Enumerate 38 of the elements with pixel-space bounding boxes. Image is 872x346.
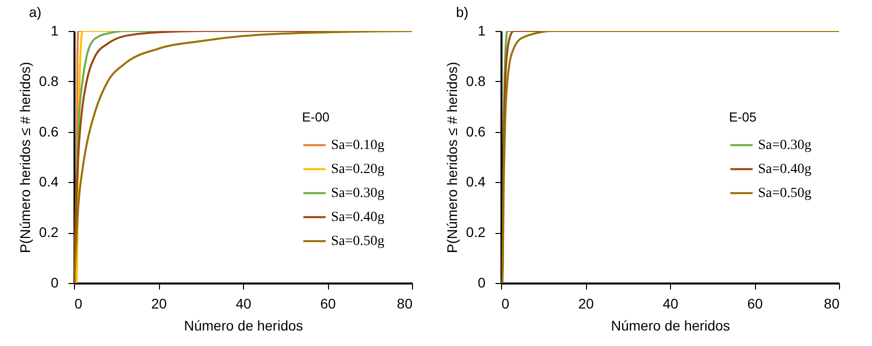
legend-label: Sa=0.30g <box>758 138 812 154</box>
legend-label: Sa=0.40g <box>331 210 384 226</box>
legend-label: Sa=0.20g <box>331 162 384 178</box>
y-axis-title: P(Número heridos ≤ # heridos) <box>17 62 34 254</box>
x-tick-label: 0 <box>502 296 510 312</box>
x-tick-label: 20 <box>151 296 167 312</box>
y-tick-label: 0 <box>50 274 59 290</box>
y-tick-label: 0.6 <box>466 123 486 140</box>
y-tick-label: 1 <box>50 22 59 38</box>
y-tick-label: 0.8 <box>466 72 486 89</box>
y-tick-label: 0.2 <box>39 224 59 240</box>
y-axis-title: P(Número heridos ≤ # heridos) <box>444 62 460 254</box>
legend-label: Sa=0.50g <box>331 234 384 250</box>
x-tick-label: 60 <box>747 296 763 312</box>
y-tick-label: 0.6 <box>39 123 59 140</box>
x-tick-label: 20 <box>578 296 594 312</box>
x-tick-label: 0 <box>74 296 82 312</box>
legend-label: Sa=0.40g <box>758 162 812 178</box>
y-tick-label: 0.8 <box>39 72 59 89</box>
y-tick-label: 0.4 <box>39 174 59 190</box>
chart-title: b) <box>456 4 468 20</box>
y-tick-label: 0 <box>478 274 486 290</box>
x-axis-title: Número de heridos <box>184 318 304 334</box>
x-tick-label: 40 <box>236 296 252 312</box>
legend-label: Sa=0.10g <box>331 138 384 154</box>
chart-title: a) <box>29 4 42 20</box>
x-tick-label: 40 <box>662 296 678 312</box>
x-tick-label: 80 <box>396 296 413 312</box>
legend-title: E-00 <box>302 110 330 125</box>
x-tick-label: 80 <box>824 296 840 312</box>
legend-label: Sa=0.30g <box>331 186 384 202</box>
y-tick-label: 0.4 <box>466 174 486 190</box>
x-tick-label: 60 <box>320 296 336 312</box>
legend-label: Sa=0.50g <box>758 186 812 202</box>
x-axis-title: Número de heridos <box>610 318 730 334</box>
y-tick-label: 1 <box>478 22 486 38</box>
y-tick-label: 0.2 <box>466 224 486 240</box>
legend-title: E-05 <box>729 110 756 125</box>
